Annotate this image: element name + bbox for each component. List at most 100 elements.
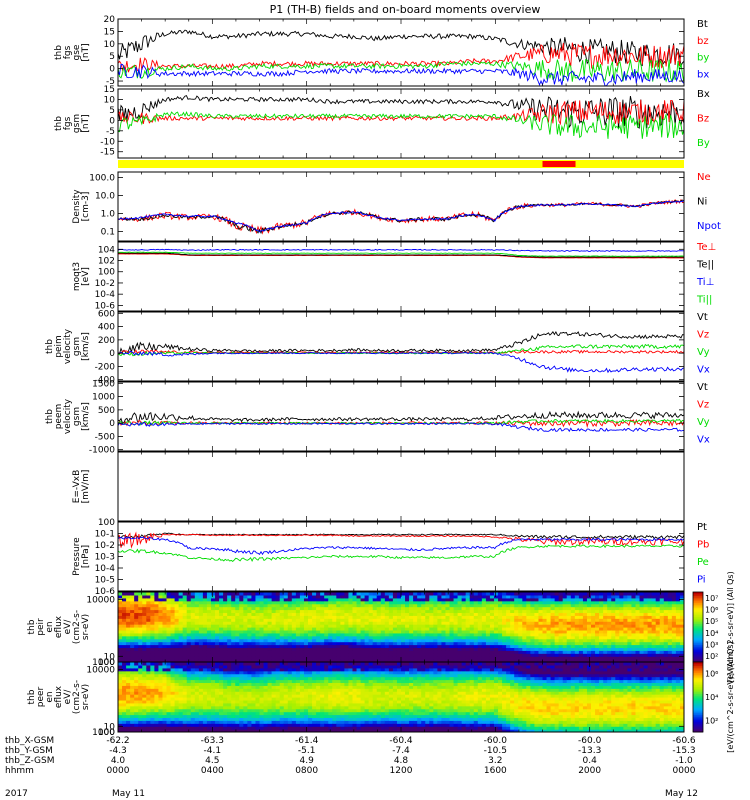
colorbar-swatch (693, 593, 703, 596)
spectrogram-cell (239, 717, 244, 721)
spectrogram-cell (186, 635, 192, 640)
spectrogram-cell (170, 641, 176, 646)
spectrogram-cell (174, 729, 180, 732)
spectrogram-cell (570, 609, 576, 614)
spectrogram-cell (223, 720, 228, 724)
spectrogram-cell (251, 629, 257, 634)
y-axis-label: thb (45, 409, 55, 424)
spectrogram-cell (344, 594, 350, 599)
spectrogram-cell (227, 609, 232, 614)
spectrogram-cell (206, 723, 212, 727)
spectrogram-cell (303, 609, 309, 614)
spectrogram-cell (259, 638, 265, 643)
spectrogram-cell (356, 641, 362, 646)
spectrogram-cell (623, 618, 628, 622)
spectrogram-cell (210, 699, 216, 704)
spectrogram-cell (158, 624, 164, 628)
spectrogram-cell (534, 656, 540, 660)
spectrogram-cell (126, 720, 131, 724)
spectrogram-cell (122, 603, 127, 608)
spectrogram-cell (518, 638, 523, 643)
spectrogram-cell (202, 621, 208, 625)
spectrogram-cell (671, 632, 677, 637)
spectrogram-cell (502, 627, 507, 631)
spectrogram-cell (344, 659, 350, 662)
spectrogram-cell (227, 708, 232, 713)
spectrogram-cell (178, 621, 184, 625)
spectrogram-cell (562, 600, 568, 605)
spectrogram-cell (243, 691, 248, 695)
spectrogram-cell (239, 635, 244, 640)
spectrogram-cell (142, 618, 147, 622)
spectrogram-cell (498, 618, 503, 622)
spectrogram-cell (498, 638, 503, 643)
spectrogram-cell (194, 685, 200, 689)
spectrogram-cell (182, 624, 188, 628)
spectrogram-cell (158, 685, 164, 689)
spectrogram-cell (675, 615, 681, 619)
spectrogram-cell (659, 594, 665, 599)
spectrogram-cell (202, 664, 208, 669)
spectrogram-cell (312, 632, 317, 637)
spectrogram-cell (235, 708, 240, 713)
spectrogram-cell (344, 650, 350, 654)
spectrogram-cell (433, 635, 438, 640)
spectrogram-cell (663, 656, 669, 660)
spectrogram-cell (324, 609, 329, 614)
spectrogram-cell (574, 600, 580, 605)
spectrogram-cell (562, 632, 568, 637)
spectrogram-cell (643, 627, 649, 631)
spectrogram-cell (166, 679, 172, 684)
spectrogram-cell (429, 650, 434, 654)
spectrogram-cell (283, 635, 289, 640)
spectrogram-cell (530, 627, 536, 631)
spectrogram-cell (445, 594, 451, 599)
spectrogram-cell (247, 694, 253, 698)
spectrogram-cell (239, 650, 244, 654)
spectrogram-cell (534, 609, 540, 614)
spectrogram-cell (631, 621, 637, 625)
spectrogram-cell (154, 708, 160, 713)
spectrogram-cell (198, 632, 204, 637)
spectrogram-cell (643, 638, 649, 643)
spectrogram-cell (582, 600, 588, 605)
spectrogram-cell (146, 594, 151, 599)
spectrogram-cell (138, 711, 143, 716)
spectrogram-cell (243, 632, 248, 637)
spectrogram-cell (279, 650, 285, 654)
spectrogram-cell (210, 679, 216, 684)
spectrogram-cell (210, 635, 216, 640)
spectrogram-cell (299, 641, 305, 646)
spectrogram-cell (647, 647, 653, 651)
spectrogram-cell (154, 694, 160, 698)
spectrogram-cell (655, 606, 661, 611)
spectrogram-cell (675, 606, 681, 611)
spectrogram-cell (243, 650, 248, 654)
spectrogram-cell (619, 656, 624, 660)
spectrogram-cell (332, 647, 337, 651)
spectrogram-cell (534, 615, 540, 619)
spectrogram-cell (655, 647, 661, 651)
spectrogram-cell (376, 592, 382, 596)
spectrogram-cell (388, 592, 394, 596)
spectrogram-cell (554, 624, 560, 628)
spectrogram-cell (376, 609, 382, 614)
spectrogram-cell (166, 618, 172, 622)
spectrogram-cell (198, 615, 204, 619)
spectrogram-cell (215, 673, 220, 678)
spectrogram-cell (489, 635, 495, 640)
spectrogram-cell (570, 597, 576, 602)
spectrogram-cell (364, 632, 370, 637)
spectrogram-cell (550, 624, 556, 628)
spectrogram-cell (485, 647, 491, 651)
spectrogram-cell (445, 621, 451, 625)
spectrogram-cell (619, 641, 624, 646)
spectrogram-cell (582, 627, 588, 631)
spectrogram-cell (299, 603, 305, 608)
spectrogram-cell (595, 615, 600, 619)
spectrogram-cell (178, 723, 184, 727)
spectrogram-cell (659, 606, 665, 611)
spectrogram-cell (134, 600, 139, 605)
spectrogram-cell (348, 635, 354, 640)
spectrogram-cell (170, 697, 176, 701)
